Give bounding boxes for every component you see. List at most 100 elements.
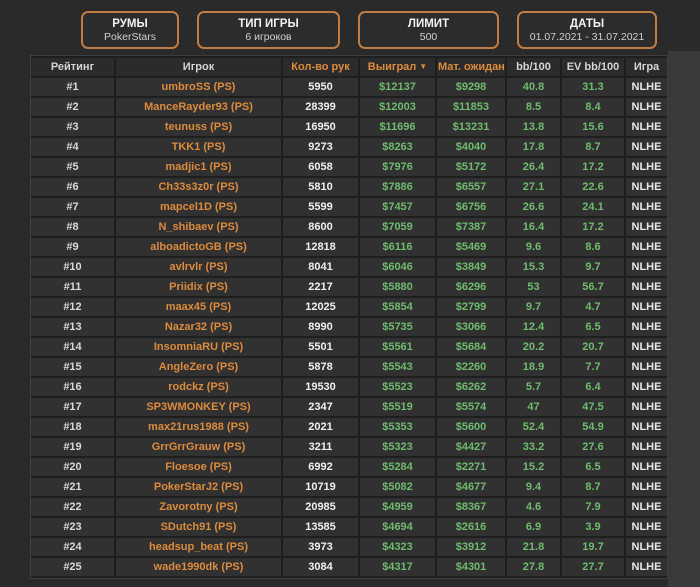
col-header-won[interactable]: Выиграл ▼ — [360, 58, 437, 76]
filter-game-type[interactable]: ТИП ИГРЫ 6 игроков — [197, 11, 340, 49]
bb100-cell: 17.8 — [507, 138, 562, 156]
rank-cell: #14 — [31, 338, 116, 356]
ev-bb100-cell: 20.7 — [562, 338, 626, 356]
expectation-cell: $7387 — [437, 218, 507, 236]
col-header-rating[interactable]: Рейтинг — [31, 58, 116, 76]
expectation-cell: $11853 — [437, 98, 507, 116]
bb100-cell: 9.6 — [507, 238, 562, 256]
rank-cell: #3 — [31, 118, 116, 136]
expectation-cell: $2616 — [437, 518, 507, 536]
expectation-cell: $3066 — [437, 318, 507, 336]
table-row[interactable]: #10 avlrvlr (PS) 8041 $6046 $3849 15.3 9.7 NLHE — [31, 258, 667, 276]
player-cell[interactable]: Priidix (PS) — [116, 278, 283, 296]
player-cell[interactable]: maax45 (PS) — [116, 298, 283, 316]
rank-cell: #23 — [31, 518, 116, 536]
hands-cell: 2347 — [283, 398, 360, 416]
rank-cell: #6 — [31, 178, 116, 196]
won-cell: $5519 — [360, 398, 437, 416]
table-row[interactable]: #12 maax45 (PS) 12025 $5854 $2799 9.7 4.7 NLHE — [31, 298, 667, 316]
player-cell[interactable]: GrrGrrGrauw (PS) — [116, 438, 283, 456]
player-cell[interactable]: TKK1 (PS) — [116, 138, 283, 156]
filter-limit-title: ЛИМИТ — [407, 17, 450, 30]
table-row[interactable]: #16 rodckz (PS) 19530 $5523 $6262 5.7 6.4 NLHE — [31, 378, 667, 396]
player-cell[interactable]: AngleZero (PS) — [116, 358, 283, 376]
table-row[interactable]: #18 max21rus1988 (PS) 2021 $5353 $5600 52.4 54… — [31, 418, 667, 436]
player-cell[interactable]: Zavorotny (PS) — [116, 498, 283, 516]
col-header-ev-bb100[interactable]: EV bb/100 — [562, 58, 626, 76]
player-cell[interactable]: Floesoe (PS) — [116, 458, 283, 476]
bb100-cell: 6.9 — [507, 518, 562, 536]
hands-cell: 13585 — [283, 518, 360, 536]
player-cell[interactable]: madjic1 (PS) — [116, 158, 283, 176]
player-cell[interactable]: PokerStarJ2 (PS) — [116, 478, 283, 496]
player-cell[interactable]: N_shibaev (PS) — [116, 218, 283, 236]
player-cell[interactable]: mapcel1D (PS) — [116, 198, 283, 216]
filter-limit[interactable]: ЛИМИТ 500 — [358, 11, 499, 49]
player-cell[interactable]: teunuss (PS) — [116, 118, 283, 136]
col-header-game[interactable]: Игра — [626, 58, 667, 76]
rank-cell: #8 — [31, 218, 116, 236]
player-cell[interactable]: umbroSS (PS) — [116, 78, 283, 96]
player-cell[interactable]: SDutch91 (PS) — [116, 518, 283, 536]
table-row[interactable]: #2 ManceRayder93 (PS) 28399 $12003 $11853 8.5… — [31, 98, 667, 116]
player-cell[interactable]: SP3WMONKEY (PS) — [116, 398, 283, 416]
won-cell: $6046 — [360, 258, 437, 276]
ev-bb100-cell: 3.9 — [562, 518, 626, 536]
filter-dates[interactable]: ДАТЫ 01.07.2021 - 31.07.2021 — [517, 11, 657, 49]
player-cell[interactable]: InsomniaRU (PS) — [116, 338, 283, 356]
hands-cell: 28399 — [283, 98, 360, 116]
table-row[interactable]: #11 Priidix (PS) 2217 $5880 $6296 53 56.7 NLHE — [31, 278, 667, 296]
expectation-cell: $6756 — [437, 198, 507, 216]
ev-bb100-cell: 15.6 — [562, 118, 626, 136]
table-row[interactable]: #3 teunuss (PS) 16950 $11696 $13231 13.8 15.6 N… — [31, 118, 667, 136]
table-row[interactable]: #14 InsomniaRU (PS) 5501 $5561 $5684 20.2 20.7… — [31, 338, 667, 356]
game-cell: NLHE — [626, 418, 667, 436]
player-cell[interactable]: alboadictoGB (PS) — [116, 238, 283, 256]
player-cell[interactable]: headsup_beat (PS) — [116, 538, 283, 556]
table-row[interactable]: #4 TKK1 (PS) 9273 $8263 $4040 17.8 8.7 NLHE — [31, 138, 667, 156]
player-cell[interactable]: Ch33s3z0r (PS) — [116, 178, 283, 196]
table-row[interactable]: #7 mapcel1D (PS) 5599 $7457 $6756 26.6 24.1 NLH… — [31, 198, 667, 216]
table-row[interactable]: #6 Ch33s3z0r (PS) 5810 $7886 $6557 27.1 22.6 NL… — [31, 178, 667, 196]
table-row[interactable]: #19 GrrGrrGrauw (PS) 3211 $5323 $4427 33.2 27.… — [31, 438, 667, 456]
player-cell[interactable]: max21rus1988 (PS) — [116, 418, 283, 436]
rank-cell: #20 — [31, 458, 116, 476]
table-row[interactable]: #24 headsup_beat (PS) 3973 $4323 $3912 21.8 19… — [31, 538, 667, 556]
table-row[interactable]: #23 SDutch91 (PS) 13585 $4694 $2616 6.9 3.9 NLH… — [31, 518, 667, 536]
player-cell[interactable]: ManceRayder93 (PS) — [116, 98, 283, 116]
table-row[interactable]: #25 wade1990dk (PS) 3084 $4317 $4301 27.8 27.7… — [31, 558, 667, 576]
won-cell: $4959 — [360, 498, 437, 516]
col-header-bb100[interactable]: bb/100 — [507, 58, 562, 76]
table-row[interactable]: #20 Floesoe (PS) 6992 $5284 $2271 15.2 6.5 NLHE — [31, 458, 667, 476]
table-row[interactable]: #13 Nazar32 (PS) 8990 $5735 $3066 12.4 6.5 NLHE — [31, 318, 667, 336]
table-row[interactable]: #21 PokerStarJ2 (PS) 10719 $5082 $4677 9.4 8.7… — [31, 478, 667, 496]
table-row[interactable]: #9 alboadictoGB (PS) 12818 $6116 $5469 9.6 8.6… — [31, 238, 667, 256]
hands-cell: 3084 — [283, 558, 360, 576]
player-cell[interactable]: avlrvlr (PS) — [116, 258, 283, 276]
player-cell[interactable]: Nazar32 (PS) — [116, 318, 283, 336]
player-cell[interactable]: rodckz (PS) — [116, 378, 283, 396]
rank-cell: #19 — [31, 438, 116, 456]
won-cell: $4694 — [360, 518, 437, 536]
col-header-label: Мат. ожидание — [438, 61, 505, 73]
col-header-expectation[interactable]: Мат. ожидание — [437, 58, 507, 76]
player-cell[interactable]: wade1990dk (PS) — [116, 558, 283, 576]
game-cell: NLHE — [626, 358, 667, 376]
col-header-hands[interactable]: Кол-во рук — [283, 58, 360, 76]
filter-rooms[interactable]: РУМЫ PokerStars — [81, 11, 179, 49]
table-row[interactable]: #1 umbroSS (PS) 5950 $12137 $9298 40.8 31.3 NLH… — [31, 78, 667, 96]
col-header-label: Игрок — [182, 61, 215, 73]
won-cell: $12137 — [360, 78, 437, 96]
table-row[interactable]: #15 AngleZero (PS) 5878 $5543 $2260 18.9 7.7 NL… — [31, 358, 667, 376]
table-row[interactable]: #8 N_shibaev (PS) 8600 $7059 $7387 16.4 17.2 NL… — [31, 218, 667, 236]
won-cell: $7886 — [360, 178, 437, 196]
bb100-cell: 16.4 — [507, 218, 562, 236]
won-cell: $5561 — [360, 338, 437, 356]
ev-bb100-cell: 6.5 — [562, 458, 626, 476]
table-row[interactable]: #17 SP3WMONKEY (PS) 2347 $5519 $5574 47 47.5 NL… — [31, 398, 667, 416]
filter-limit-value: 500 — [419, 30, 438, 43]
table-row[interactable]: #22 Zavorotny (PS) 20985 $4959 $8367 4.6 7.9 NL… — [31, 498, 667, 516]
col-header-player[interactable]: Игрок — [116, 58, 283, 76]
bb100-cell: 26.6 — [507, 198, 562, 216]
table-row[interactable]: #5 madjic1 (PS) 6058 $7976 $5172 26.4 17.2 NLHE — [31, 158, 667, 176]
